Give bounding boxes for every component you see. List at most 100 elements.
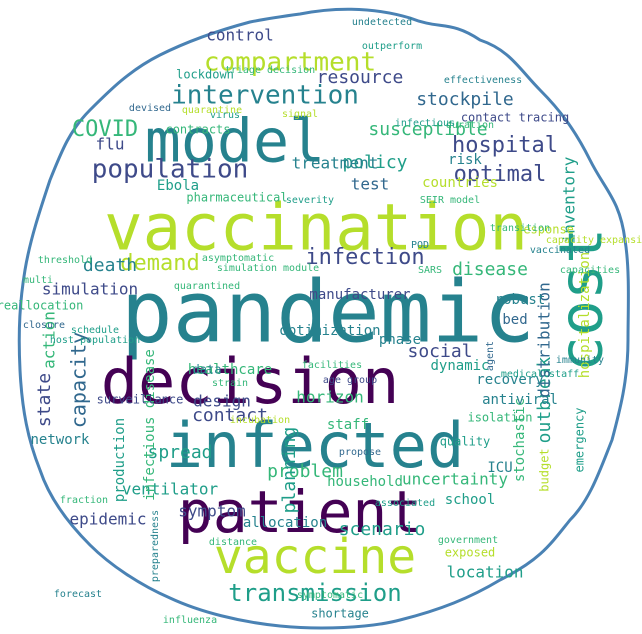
word-school: school [445,492,496,508]
word-outperform: outperform [362,41,422,52]
word-medical-staff: medical staff [501,369,579,380]
word-staff: staff [327,417,369,433]
word-household: household [327,474,403,490]
word-recovery: recovery [476,372,543,388]
word-data: data [193,363,222,377]
word-capacities: capacities [560,265,620,276]
word-social: social [407,341,472,362]
word-phase: phase [379,332,421,348]
word-demand: demand [120,251,199,276]
word-budget: budget [538,448,552,491]
word-decision: decision [101,345,400,418]
word-resource: resource [317,67,404,88]
word-closure: closure [23,320,65,331]
word-uncertainty: uncertainty [402,470,508,489]
word-planning: planning [279,427,300,514]
word-multi: multi [23,275,53,286]
word-shortage: shortage [311,607,369,621]
word-triage-decision: triage decision [225,65,315,76]
word-ventilator: ventilator [122,480,219,499]
word-symptomatic: symptomatic [297,590,363,601]
cloud-outline [17,7,630,630]
word-vaccination: vaccination [104,192,528,266]
word-risk: risk [448,152,482,168]
word-infection: infection [305,245,424,270]
word-quarantine: quarantine [182,105,242,116]
word-stochastic: stochastic [512,398,528,482]
word-distribution: distribution [535,282,554,398]
word-effectiveness: effectiveness [444,75,522,86]
word-undetected: undetected [352,17,412,28]
word-response: response [516,223,574,237]
word-bed: bed [502,312,527,328]
word-covid: COVID [72,117,138,142]
word-death: death [83,255,137,276]
word-cost: cost [547,228,617,373]
word-flu: flu [96,135,125,154]
word-hospitalization: hospitalization [577,252,593,378]
word-allocation: allocation [243,515,327,531]
word-production: production [112,418,128,502]
word-sars: SARS [418,265,442,276]
word-incubation: incubation [230,415,290,426]
word-exposed: exposed [445,546,496,560]
word-preparedness: preparedness [150,510,161,582]
word-pharmaceutical: pharmaceutical [186,191,287,205]
word-capacity: capacity [67,332,91,428]
word-quality: quality [440,435,491,449]
word-population: population [92,155,249,185]
word-robust: robust [495,292,546,308]
word-influenza: influenza [163,615,217,626]
word-vaccine: vaccine [214,529,416,585]
word-simulation: simulation [42,280,138,299]
word-disease: disease [452,259,528,280]
word-fraction: fraction [60,495,108,506]
word-spread: spread [147,442,212,463]
word-intervention: intervention [171,81,359,111]
word-strain: strain [212,378,248,389]
word-susceptible: susceptible [368,119,487,140]
word-simulation-module: simulation module [217,263,319,274]
word-healthcare: healthcare [188,362,272,378]
word-stockpile: stockpile [416,89,514,110]
word-capacity-expansion: capacity expansion [546,235,642,246]
word-compartment: compartment [204,48,376,78]
word-ebola: Ebola [157,178,199,194]
word-immunity: immunity [556,355,604,366]
word-government: government [438,535,498,546]
word-host-population: host population [50,335,140,346]
word-severity: severity [286,195,334,206]
word-vaccinated: vaccinated [530,245,590,256]
word-network: network [30,432,90,448]
word-horizon: horizon [296,388,363,407]
word-transition: transition [490,223,550,234]
word-propose: propose [339,447,381,458]
word-policy: policy [342,152,407,173]
word-age-group: age group [323,375,377,386]
word-inventory: inventory [560,156,579,243]
word-isolation: isolation [467,411,532,425]
word-seir-model: SEIR model [420,195,480,206]
word-reallocation: reallocation [0,299,83,313]
word-scenario: scenario [339,519,426,540]
word-icu: ICU [487,460,512,476]
word-model: model [145,107,326,177]
word-quarantined: quarantined [174,281,240,292]
word-outbreak: outbreak [534,356,555,443]
word-virus: virus [210,110,240,121]
word-antiviral: antiviral [482,392,558,408]
word-optimization: optimization [279,323,380,339]
word-contact-tracing: contact tracing [461,111,569,125]
word-threshold: threshold [38,255,92,266]
word-test: test [351,175,390,194]
word-contracts: contracts [165,123,230,137]
word-signal: signal [282,109,318,120]
word-epidemic: epidemic [69,510,146,529]
word-patient: patient [178,478,422,546]
word-treatment: treatment [292,154,379,173]
word-infectious: infectious [395,118,455,129]
word-emergency: emergency [573,407,587,472]
word-pandemic: pandemic [121,262,535,362]
word-optimal: optimal [454,162,547,187]
word-agent: agent [485,341,496,371]
